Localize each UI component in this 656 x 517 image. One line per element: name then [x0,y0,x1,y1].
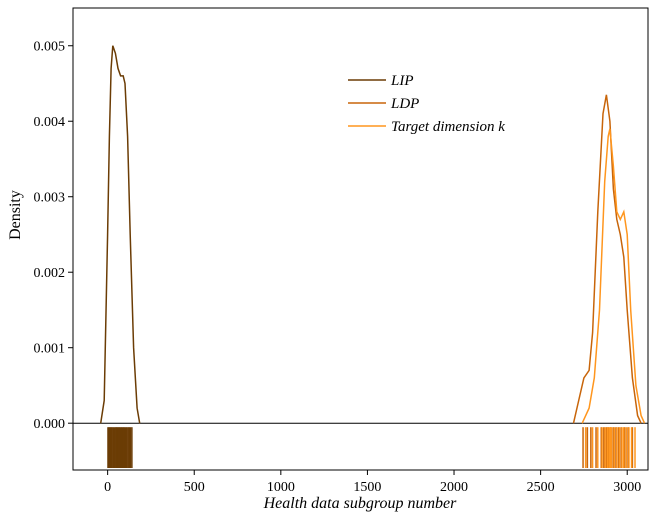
plot-frame [72,7,649,471]
legend-label: LIP [390,73,414,89]
x-tick-label: 2000 [440,480,468,495]
x-tick-label: 3000 [613,480,641,495]
y-axis-label: Density [7,190,24,240]
x-tick-label: 500 [184,480,205,495]
y-tick-label: 0.002 [34,266,66,281]
legend-label: Target dimension k [391,119,505,135]
x-tick-label: 2500 [527,480,555,495]
y-tick-label: 0.000 [34,417,66,432]
x-tick-label: 1000 [267,480,295,495]
x-tick-label: 0 [104,480,111,495]
y-tick-label: 0.005 [34,40,66,55]
legend-label: LDP [390,96,419,112]
density-line [572,94,642,424]
x-axis-label: Health data subgroup number [263,495,458,512]
density-line [581,128,646,424]
y-tick-label: 0.001 [34,342,66,357]
y-tick-label: 0.003 [34,191,66,206]
x-tick-label: 1500 [353,480,381,495]
y-tick-label: 0.004 [34,115,66,130]
density-line [99,45,141,424]
